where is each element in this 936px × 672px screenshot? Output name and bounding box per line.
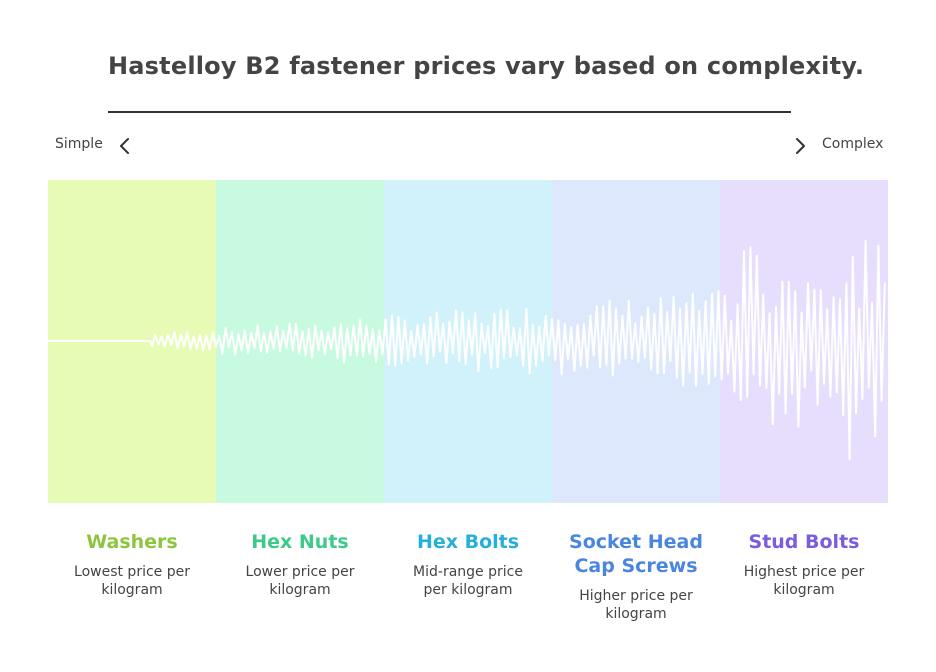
chevron-right-icon — [796, 138, 805, 154]
category-name: Hex Nuts — [251, 531, 349, 553]
category-stud-bolts: Stud Bolts Highest price per kilogram — [720, 530, 888, 599]
category-description: Lower price per kilogram — [245, 564, 355, 598]
chevron-left-icon — [120, 138, 129, 154]
category-hex-bolts: Hex Bolts Mid-range price per kilogram — [384, 530, 552, 599]
category-name: Stud Bolts — [748, 531, 860, 553]
category-description: Mid-range price per kilogram — [413, 564, 523, 598]
title-divider — [108, 111, 791, 113]
category-description: Highest price per kilogram — [743, 564, 865, 598]
category-description: Lowest price per kilogram — [74, 564, 190, 598]
category-socket-head-cap-screws: Socket Head Cap Screws Higher price per … — [552, 530, 720, 623]
category-name: Hex Bolts — [416, 531, 520, 553]
category-name: Socket Head Cap Screws — [569, 531, 703, 577]
complex-label: Complex — [822, 136, 884, 152]
page-title: Hastelloy B2 fastener prices vary based … — [108, 52, 865, 80]
category-washers: Washers Lowest price per kilogram — [48, 530, 216, 599]
category-description: Higher price per kilogram — [579, 588, 693, 622]
complexity-waveform — [48, 239, 886, 461]
category-name: Washers — [86, 531, 178, 553]
category-hex-nuts: Hex Nuts Lower price per kilogram — [216, 530, 384, 599]
simple-label: Simple — [55, 136, 103, 152]
